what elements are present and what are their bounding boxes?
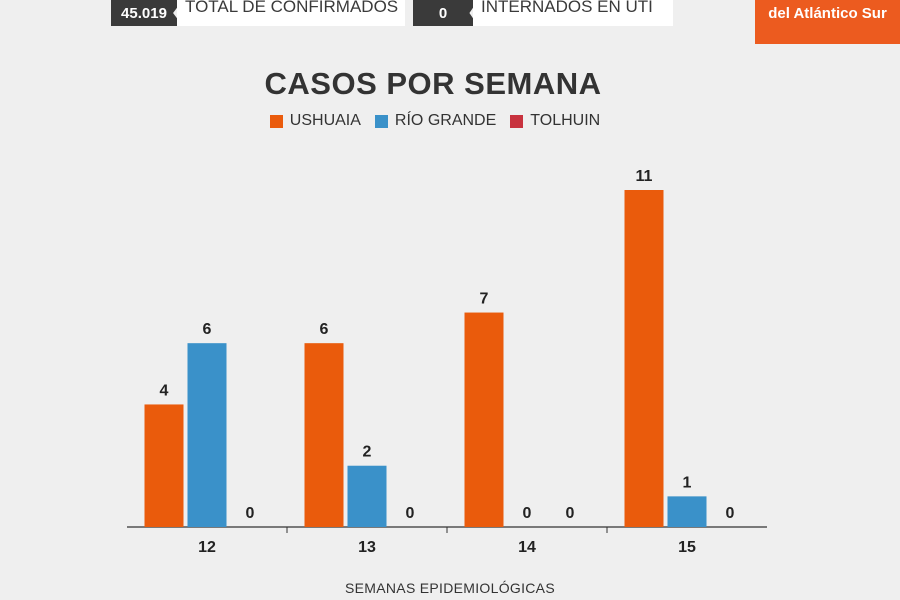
bar-ushuaia-12: [144, 404, 184, 527]
data-label: 7: [480, 291, 489, 308]
chart-title: CASOS POR SEMANA: [264, 66, 602, 101]
stat-confirmed-label: TOTAL DE CONFIRMADOS: [177, 0, 405, 26]
data-label: 6: [320, 321, 329, 338]
stat-uti: 0 INTERNADOS EN UTI: [413, 0, 673, 26]
stat-confirmed-value: 45.019: [111, 0, 177, 26]
x-tick-label: 14: [518, 539, 536, 556]
data-label: 2: [363, 444, 372, 461]
legend-item-1: RÍO GRANDE: [374, 112, 497, 130]
legend-label: RÍO GRANDE: [394, 112, 497, 129]
legend-item-0: USHUAIA: [269, 112, 361, 130]
bar-ushuaia-13: [304, 343, 344, 527]
legend-swatch: [269, 114, 283, 128]
data-label: 0: [566, 505, 575, 522]
legend-label: USHUAIA: [289, 112, 361, 129]
x-tick-label: 12: [198, 539, 216, 556]
x-axis-title: SEMANAS EPIDEMIOLÓGICAS: [345, 580, 555, 596]
stat-uti-value: 0: [413, 0, 473, 26]
bar-r-o-grande-12: [187, 343, 227, 527]
legend-item-2: TOLHUIN: [510, 112, 600, 130]
data-label: 11: [636, 168, 653, 185]
stat-uti-label: INTERNADOS EN UTI: [473, 0, 673, 26]
legend-swatch: [510, 114, 524, 128]
data-label: 4: [160, 382, 169, 399]
data-label: 6: [203, 321, 212, 338]
chart-legend: USHUAIA RÍO GRANDE TOLHUIN: [0, 112, 870, 130]
data-label: 0: [523, 505, 532, 522]
data-label: 0: [726, 505, 735, 522]
legend-swatch: [374, 114, 388, 128]
x-tick-label: 13: [358, 539, 376, 556]
data-label: 0: [246, 505, 255, 522]
data-label: 1: [683, 474, 692, 491]
bar-r-o-grande-15: [667, 496, 707, 527]
data-label: 0: [406, 505, 415, 522]
x-tick-label: 15: [678, 539, 696, 556]
brand-logo: del Atlántico Sur: [755, 0, 900, 44]
bar-r-o-grande-13: [347, 465, 387, 527]
stat-confirmed: 45.019 TOTAL DE CONFIRMADOS: [111, 0, 405, 26]
bar-ushuaia-14: [464, 312, 504, 527]
legend-label: TOLHUIN: [530, 112, 601, 129]
bar-ushuaia-15: [624, 190, 664, 527]
